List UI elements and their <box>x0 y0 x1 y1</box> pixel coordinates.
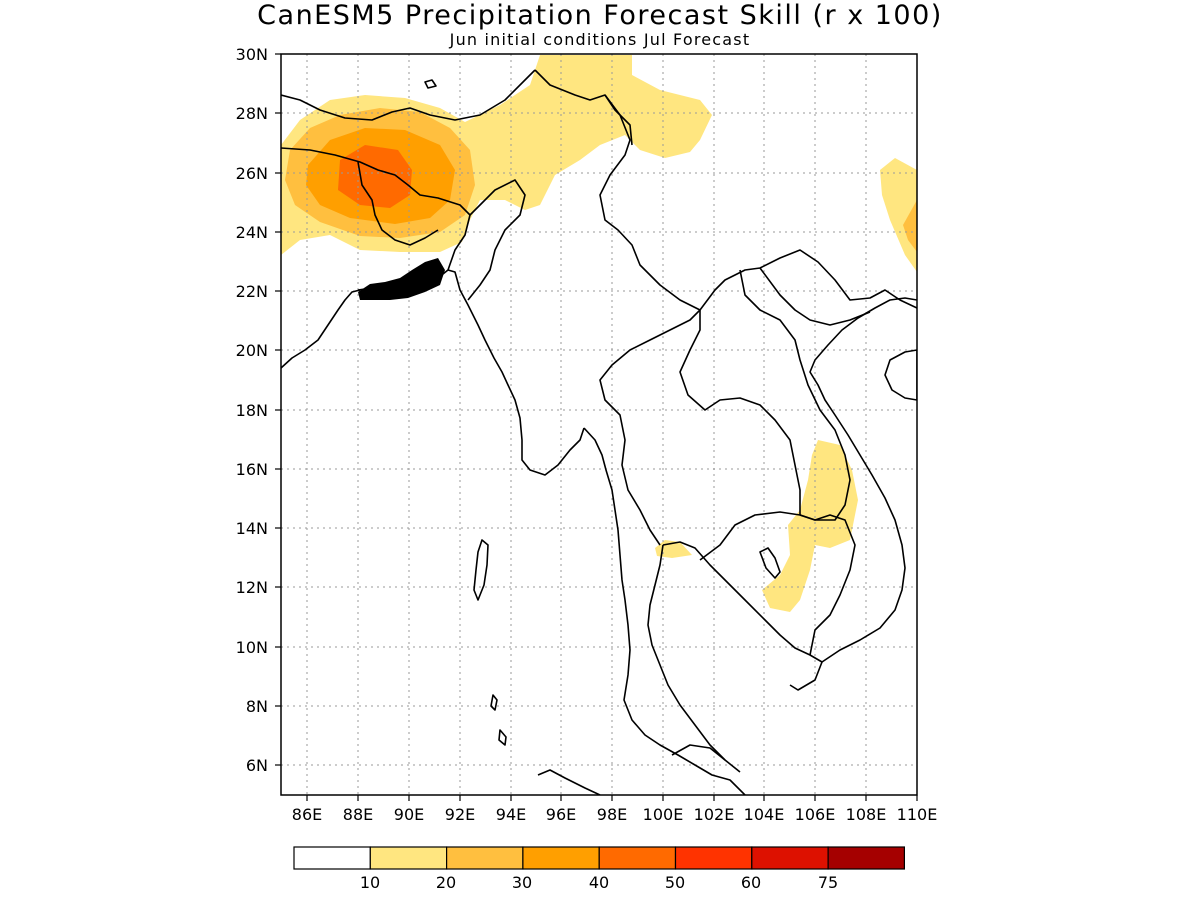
skill-area-10-20-east-edge <box>880 158 917 272</box>
coastline-hainan <box>884 349 917 401</box>
lat-label: 8N <box>246 697 268 716</box>
lon-label: 102E <box>694 805 735 824</box>
colorbar-label: 75 <box>818 873 838 892</box>
lat-label: 28N <box>236 104 268 123</box>
lat-label: 18N <box>236 401 268 420</box>
coastline-malay-peninsula-west <box>583 427 746 795</box>
skill-area-20-30-east-edge <box>903 200 917 252</box>
lon-label: 100E <box>643 805 684 824</box>
colorbar-swatch <box>522 846 600 870</box>
lon-label: 98E <box>597 805 627 824</box>
border-china-vietnam-north <box>759 267 871 326</box>
lat-label: 30N <box>236 45 268 64</box>
lon-label: 110E <box>897 805 938 824</box>
lake-tonle-sap <box>759 547 781 579</box>
lon-label: 104E <box>744 805 785 824</box>
colorbar-swatch <box>446 846 524 870</box>
lat-label: 22N <box>236 282 268 301</box>
coastline-cambodia-vietnam-south <box>662 541 823 691</box>
border-thailand-malaysia <box>671 744 726 761</box>
border-myanmar-china <box>534 69 701 311</box>
coastline-gulf-of-thailand <box>647 544 741 773</box>
latitude-ticks <box>275 53 281 766</box>
coastline-bay-of-bengal-north <box>357 269 585 476</box>
lat-label: 12N <box>236 578 268 597</box>
gridlines <box>281 54 917 795</box>
colorbar-swatch <box>293 846 371 870</box>
border-nepal-bhutan-china <box>281 69 536 121</box>
border-laos-vietnam <box>739 269 851 521</box>
border-laos-china-vietnam <box>699 249 917 311</box>
lon-label: 106E <box>795 805 836 824</box>
lon-label: 96E <box>546 805 576 824</box>
map-subtitle: Jun initial conditions Jul Forecast <box>449 30 751 49</box>
longitude-labels: 86E 88E 90E 92E 94E 96E 98E 100E 102E 10… <box>292 805 938 824</box>
lat-label: 20N <box>236 341 268 360</box>
coastline-andaman-islands <box>473 539 489 601</box>
colorbar: 10 20 30 40 50 60 75 <box>293 846 905 892</box>
map-frame <box>280 53 918 796</box>
coastline-sumatra-tip <box>537 769 601 795</box>
lon-label: 88E <box>343 805 373 824</box>
coastline-small-island <box>424 79 437 89</box>
coastline-nicobar-islands <box>490 694 507 746</box>
longitude-ticks <box>306 795 918 801</box>
colorbar-label: 30 <box>512 873 532 892</box>
border-thailand-cambodia <box>699 511 856 656</box>
coastline-india-east <box>281 289 361 369</box>
colorbar-label: 10 <box>360 873 380 892</box>
border-india-bangladesh <box>281 147 471 271</box>
colorbar-swatch <box>598 846 677 870</box>
border-myanmar-thailand <box>599 309 701 546</box>
border-laos-thailand <box>679 310 801 515</box>
lat-label: 16N <box>236 460 268 479</box>
colorbar-label: 60 <box>741 873 761 892</box>
colorbar-label: 50 <box>665 873 685 892</box>
coastlines <box>281 79 917 795</box>
border-india-myanmar <box>467 179 526 301</box>
lon-label: 94E <box>496 805 526 824</box>
coastline-vietnam-east <box>809 297 917 663</box>
colorbar-swatch <box>674 846 753 870</box>
lat-label: 24N <box>236 223 268 242</box>
country-borders <box>281 69 917 761</box>
colorbar-label: 40 <box>589 873 609 892</box>
colorbar-label: 20 <box>436 873 456 892</box>
latitude-labels: 30N 28N 26N 24N 22N 20N 18N 16N 14N 12N … <box>236 45 268 775</box>
lon-label: 90E <box>394 805 424 824</box>
lon-label: 108E <box>846 805 887 824</box>
map-title: CanESM5 Precipitation Forecast Skill (r … <box>257 0 943 31</box>
coastline-ganges-delta <box>358 258 445 300</box>
lat-label: 14N <box>236 519 268 538</box>
lon-label: 92E <box>445 805 475 824</box>
lat-label: 6N <box>246 756 268 775</box>
map-panel: 30N 28N 26N 24N 22N 20N 18N 16N 14N 12N … <box>236 45 938 824</box>
lon-label: 86E <box>292 805 322 824</box>
border-bangladesh-west <box>357 161 439 246</box>
border-myanmar-northeast <box>604 94 633 146</box>
skill-area-10-20-indochina <box>762 440 858 612</box>
colorbar-swatch <box>751 846 829 870</box>
colorbar-swatch <box>827 846 905 870</box>
colorbar-boxes <box>293 846 905 870</box>
lat-label: 26N <box>236 164 268 183</box>
lat-label: 10N <box>236 638 268 657</box>
colorbar-swatch <box>369 846 448 870</box>
